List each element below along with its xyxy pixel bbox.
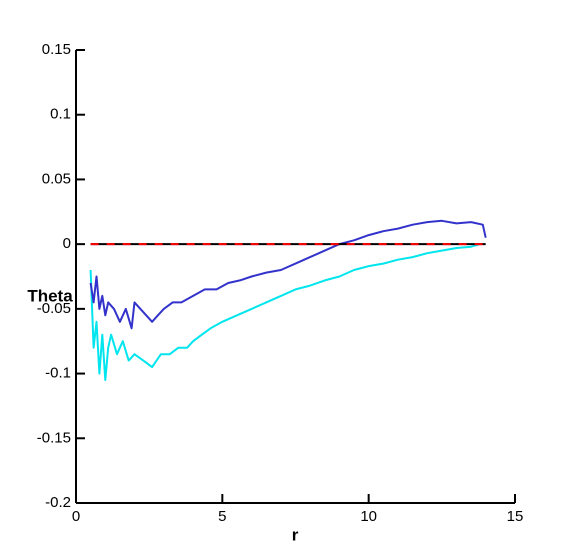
x-tick-label: 5 xyxy=(218,508,226,525)
x-tick-label: 0 xyxy=(72,508,80,525)
y-tick-label: -0.05 xyxy=(37,300,71,317)
series-line xyxy=(89,219,487,330)
series-line xyxy=(89,243,481,381)
y-axis-title: Theta xyxy=(27,286,73,305)
x-tick-label: 15 xyxy=(507,508,524,525)
y-tick-label: 0 xyxy=(63,235,71,252)
x-tick-label: 10 xyxy=(360,508,377,525)
y-tick-label: 0.05 xyxy=(42,170,71,187)
y-tick-label: 0.15 xyxy=(42,41,71,58)
y-tick-label: -0.2 xyxy=(45,494,71,511)
x-axis-title: r xyxy=(292,525,299,544)
y-tick-label: -0.15 xyxy=(37,429,71,446)
y-tick-label: 0.1 xyxy=(50,106,71,123)
y-tick-label: -0.1 xyxy=(45,365,71,382)
